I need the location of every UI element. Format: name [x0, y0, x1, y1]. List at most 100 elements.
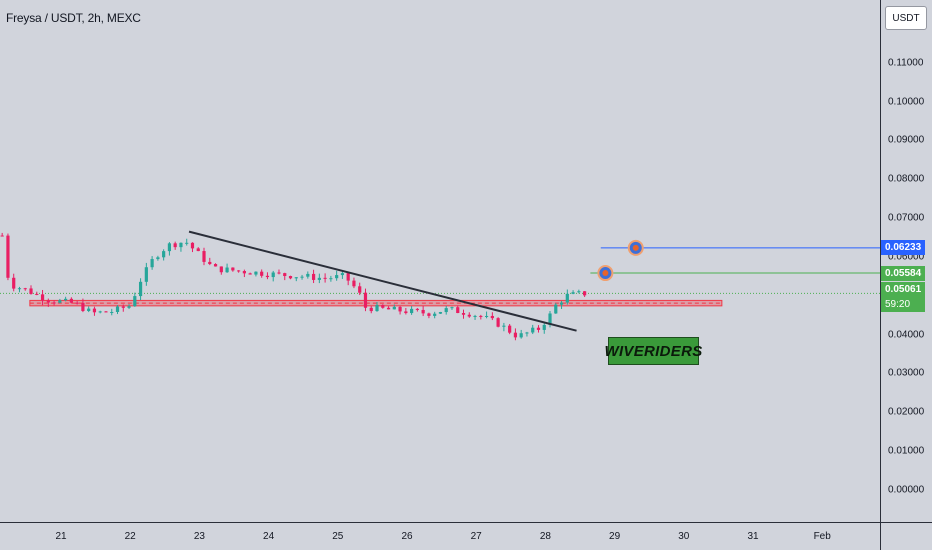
candle — [404, 311, 408, 314]
x-tick-label: Feb — [813, 531, 831, 542]
candle — [110, 312, 114, 314]
candle — [190, 242, 195, 249]
candle — [317, 277, 321, 280]
candle — [369, 307, 373, 312]
x-tick-label: 22 — [124, 531, 136, 542]
y-tick-label: 0.00000 — [888, 484, 925, 496]
candle — [156, 257, 160, 260]
candle — [323, 277, 327, 279]
candle — [23, 288, 27, 290]
x-tick-label: 29 — [609, 531, 621, 542]
symbol-title: Freysa / USDT, 2h, MEXC — [6, 11, 141, 25]
x-tick-label: 27 — [470, 531, 482, 542]
last-price-tag: 0.05061 — [881, 282, 925, 298]
candle — [508, 325, 512, 333]
candle — [75, 302, 79, 304]
candle — [254, 271, 258, 275]
candle — [121, 306, 125, 308]
y-tick-label: 0.03000 — [888, 367, 925, 379]
candle — [427, 313, 431, 316]
candle — [294, 277, 298, 279]
candle — [583, 291, 587, 296]
candle — [415, 308, 419, 310]
candle — [329, 278, 333, 280]
candle — [237, 270, 241, 272]
y-tick-label: 0.06000 — [888, 251, 925, 263]
candle — [548, 313, 552, 325]
candle — [58, 300, 62, 303]
candle — [265, 275, 270, 278]
candle — [29, 288, 33, 294]
candle — [577, 291, 581, 293]
candle — [502, 325, 506, 327]
candle — [479, 315, 483, 317]
candle — [496, 318, 500, 327]
candle — [519, 333, 523, 338]
candle — [150, 259, 154, 268]
price-scale[interactable] — [880, 0, 932, 522]
bar-countdown-tag: 59:20 — [881, 297, 925, 313]
y-tick-label: 0.09000 — [888, 134, 925, 146]
candle — [311, 273, 316, 280]
y-tick-label: 0.01000 — [888, 445, 925, 457]
candle — [104, 311, 108, 313]
x-tick-label: 25 — [332, 531, 344, 542]
y-tick-label: 0.10000 — [888, 96, 925, 107]
candle — [358, 286, 362, 293]
candle — [461, 313, 466, 315]
candle — [283, 273, 287, 277]
candle — [536, 327, 541, 330]
candle — [92, 308, 97, 313]
candle — [433, 313, 437, 316]
candle — [179, 242, 183, 248]
candle — [35, 293, 39, 295]
currency-button[interactable]: USDT — [885, 6, 927, 30]
candle — [531, 327, 535, 333]
candle — [219, 266, 223, 273]
x-tick-label: 21 — [55, 531, 67, 542]
candle — [386, 307, 391, 310]
candle — [306, 273, 310, 277]
candle — [392, 306, 396, 310]
price-chart[interactable] — [0, 0, 880, 522]
candle — [202, 251, 206, 262]
candle — [450, 307, 454, 309]
candle — [381, 305, 385, 308]
target-2-price-tag: 0.06233 — [881, 240, 925, 256]
candle — [208, 261, 212, 265]
target-marker-center-icon — [632, 244, 639, 251]
candle — [335, 275, 339, 279]
scale-corner — [880, 522, 932, 550]
candle — [375, 305, 379, 312]
candle — [98, 311, 102, 313]
x-tick-label: 24 — [263, 531, 275, 542]
y-tick-label: 0.07000 — [888, 212, 925, 224]
y-tick-label: 0.08000 — [888, 173, 925, 185]
y-tick-label: 0.11000 — [888, 57, 924, 69]
trendline — [188, 230, 577, 332]
candle — [64, 298, 68, 301]
candle — [162, 251, 166, 258]
y-tick-label: 0.02000 — [888, 406, 925, 418]
candle — [167, 243, 172, 252]
chart-pane[interactable] — [0, 0, 880, 522]
candle — [52, 302, 56, 304]
candle — [490, 315, 494, 319]
time-scale[interactable] — [0, 522, 880, 550]
candle — [213, 264, 218, 267]
candle — [352, 280, 356, 287]
candle — [12, 277, 16, 289]
candle — [6, 235, 10, 278]
candle — [484, 315, 489, 317]
candle — [473, 315, 477, 317]
candle — [525, 332, 529, 334]
candle — [554, 304, 558, 314]
candle — [144, 267, 148, 282]
target-marker-center-icon — [602, 270, 609, 277]
candle — [248, 273, 252, 275]
candle — [225, 267, 229, 273]
candle — [456, 307, 460, 314]
y-tick-label: 0.04000 — [888, 329, 925, 341]
candle — [277, 272, 281, 274]
candle — [69, 298, 73, 303]
